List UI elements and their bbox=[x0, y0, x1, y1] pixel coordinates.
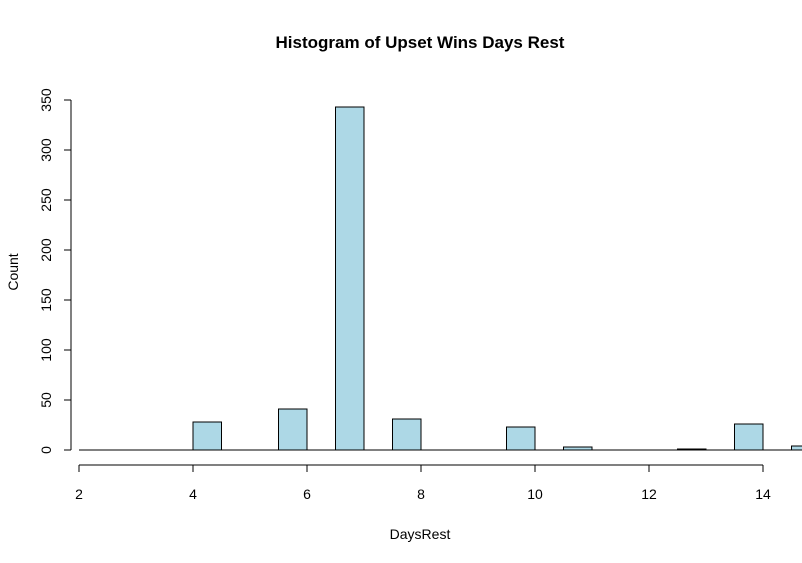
y-tick-label: 50 bbox=[38, 392, 54, 408]
x-tick-label: 10 bbox=[527, 486, 543, 502]
y-axis: 0 50 100 150 200 250 300 350 bbox=[38, 88, 72, 454]
x-axis: 2 4 6 8 10 12 14 bbox=[75, 464, 771, 502]
y-tick-label: 250 bbox=[38, 188, 54, 212]
y-tick-label: 150 bbox=[38, 288, 54, 312]
histogram-bar bbox=[192, 421, 222, 451]
histogram-bar bbox=[734, 423, 764, 451]
x-tick-label: 14 bbox=[755, 486, 771, 502]
x-tick-label: 6 bbox=[303, 486, 311, 502]
y-tick-label: 200 bbox=[38, 238, 54, 262]
histogram-bar bbox=[506, 426, 536, 451]
histogram-bar bbox=[278, 408, 308, 451]
y-tick-label: 0 bbox=[38, 446, 54, 454]
x-tick-label: 2 bbox=[75, 486, 83, 502]
y-tick-label: 100 bbox=[38, 338, 54, 362]
chart-title: Histogram of Upset Wins Days Rest bbox=[276, 33, 565, 52]
histogram-bar bbox=[335, 106, 365, 451]
histogram-bar bbox=[563, 446, 593, 451]
x-tick-label: 4 bbox=[189, 486, 197, 502]
bars-group bbox=[192, 106, 802, 451]
x-axis-label: DaysRest bbox=[390, 526, 451, 542]
histogram-bar bbox=[677, 448, 707, 451]
x-tick-label: 12 bbox=[641, 486, 657, 502]
y-tick-label: 350 bbox=[38, 88, 54, 112]
y-tick-label: 300 bbox=[38, 138, 54, 162]
histogram-bar bbox=[392, 418, 422, 451]
x-tick-label: 8 bbox=[417, 486, 425, 502]
y-axis-label: Count bbox=[5, 253, 21, 290]
histogram-bar bbox=[791, 445, 802, 451]
